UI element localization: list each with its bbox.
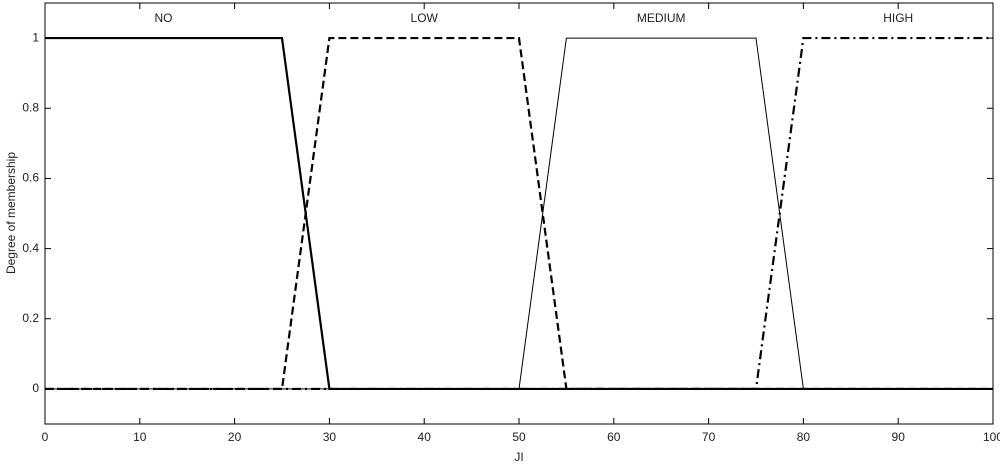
y-tick-label: 0.4	[22, 241, 39, 255]
y-tick-label: 0.2	[22, 311, 39, 325]
x-axis-label: JI	[514, 450, 523, 464]
series-label: LOW	[411, 11, 439, 25]
x-tick-label: 90	[892, 430, 906, 444]
y-tick-label: 1	[32, 30, 39, 44]
x-tick-label: 100	[983, 430, 1000, 444]
y-axis-label: Degree of membership	[4, 152, 18, 274]
x-tick-label: 50	[512, 430, 526, 444]
x-tick-label: 10	[133, 430, 147, 444]
series-label: HIGH	[883, 11, 913, 25]
plot-frame	[44, 2, 994, 425]
y-tick-label: 0.6	[22, 171, 39, 185]
x-tick-label: 60	[607, 430, 621, 444]
x-tick-label: 70	[702, 430, 716, 444]
y-tick-label: 0	[32, 381, 39, 395]
series-line	[45, 36, 993, 391]
series-label: MEDIUM	[637, 11, 686, 25]
x-tick-label: 30	[323, 430, 337, 444]
series-label: NO	[155, 11, 173, 25]
x-tick-label: 40	[418, 430, 432, 444]
y-tick-label: 0.8	[22, 100, 39, 114]
x-tick-label: 80	[797, 430, 811, 444]
x-tick-label: 0	[42, 430, 49, 444]
x-tick-label: 20	[228, 430, 242, 444]
